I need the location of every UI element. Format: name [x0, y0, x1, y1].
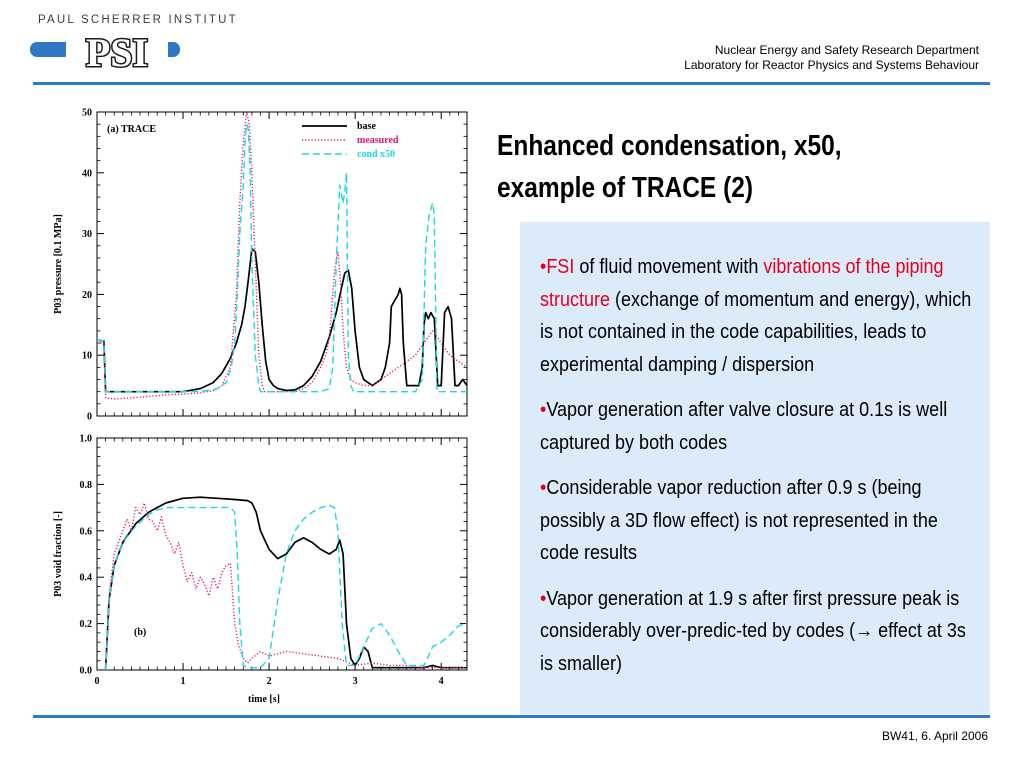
x-tick-label: 1 — [181, 676, 186, 687]
slide-title-line1: Enhanced condensation, x50, — [497, 130, 842, 162]
bullet-item: •FSI of fluid movement with vibrations o… — [540, 251, 972, 381]
x-tick-label: 2 — [267, 676, 272, 687]
legend-label: measured — [357, 135, 399, 146]
series-line-base — [96, 247, 468, 393]
header-rule — [33, 82, 990, 85]
panel-label: (a) TRACE — [107, 124, 156, 135]
y-tick-label: 20 — [82, 290, 92, 301]
series-line-measured — [97, 111, 468, 400]
y-tick-label: 0.2 — [80, 619, 93, 630]
bullet-item: •Considerable vapor reduction after 0.9 … — [540, 472, 972, 570]
slide-title-line2: example of TRACE (2) — [497, 172, 754, 204]
bullet-marker: • — [540, 477, 547, 499]
bullet-text: vibrations of the piping structure — [540, 256, 944, 311]
plot-frame-0 — [96, 111, 468, 417]
bullet-text: effect at 3s is smaller) — [540, 620, 966, 675]
footer-rule — [33, 715, 990, 718]
y-tick-label: 1.0 — [80, 434, 93, 445]
series-line-measured — [104, 502, 467, 671]
laboratory-name: Laboratory for Reactor Physics and Syste… — [684, 58, 979, 72]
bullet-text: Considerable vapor reduction after 0.9 s… — [540, 477, 938, 564]
bullet-item: •Vapor generation at 1.9 s after first p… — [540, 583, 972, 681]
trace-figure: 0 10 20 30 40 50 P03 pressure [0.1 MPa] (a) TRA… — [42, 96, 482, 717]
series-line-cond-x50 — [104, 504, 468, 671]
bullet-text: of fluid movement with — [574, 256, 764, 278]
series-line-base — [104, 496, 467, 671]
y-tick-label: 50 — [82, 108, 92, 119]
bullet-text: Vapor generation at 1.9 s after first pr… — [540, 587, 960, 643]
psi-logo: PSI — [30, 29, 180, 78]
y-tick-label: 0 — [87, 412, 92, 423]
y-tick-label: 30 — [82, 229, 92, 240]
bullet-text: FSI — [546, 256, 575, 278]
series-group-1 — [104, 496, 468, 671]
bullet-box — [520, 222, 990, 714]
series-line-cond-x50 — [96, 123, 467, 393]
bullet-marker: • — [540, 256, 547, 278]
department-block: Nuclear Energy and Safety Research Depar… — [684, 43, 979, 73]
bullet-marker: • — [540, 399, 547, 421]
y-tick-label: 10 — [82, 351, 92, 362]
bullet-list: •FSI of fluid movement with vibrations o… — [540, 251, 980, 693]
x-axis-label: time [s] — [248, 694, 280, 705]
y-tick-label: 0.6 — [80, 526, 93, 537]
x-tick-label: 3 — [353, 676, 358, 687]
bullet-marker: • — [540, 587, 547, 610]
bullet-text: → — [855, 620, 874, 642]
y-axis-label: P03 pressure [0.1 MPa] — [53, 214, 64, 314]
footer-text: BW41, 6. April 2006 — [881, 729, 988, 743]
x-tick-label: 0 — [95, 676, 100, 687]
y-tick-label: 0.8 — [80, 480, 93, 491]
plot-frame-1 — [96, 437, 468, 671]
slide-title: Enhanced condensation, x50, example of T… — [497, 125, 842, 209]
x-tick-label: 4 — [439, 676, 444, 687]
y-tick-label: 0.0 — [80, 666, 93, 677]
y-tick-label: 40 — [82, 168, 92, 179]
panel-label: (b) — [134, 627, 146, 638]
y-axis-label: P03 void fraction [-] — [53, 511, 64, 597]
legend-label: cond x50 — [357, 149, 395, 160]
legend-label: base — [357, 121, 376, 132]
psi-logo-text: PSI — [86, 31, 148, 73]
y-tick-label: 0.4 — [80, 573, 93, 584]
bullet-item: •Vapor generation after valve closure at… — [540, 394, 972, 459]
bullet-text: (exchange of momentum and energy), which… — [540, 288, 972, 376]
department-name: Nuclear Energy and Safety Research Depar… — [714, 43, 979, 57]
series-group-0 — [96, 111, 468, 400]
institute-name: PAUL SCHERRER INSTITUT — [38, 14, 238, 26]
bullet-text: Vapor generation after valve closure at … — [540, 399, 948, 454]
